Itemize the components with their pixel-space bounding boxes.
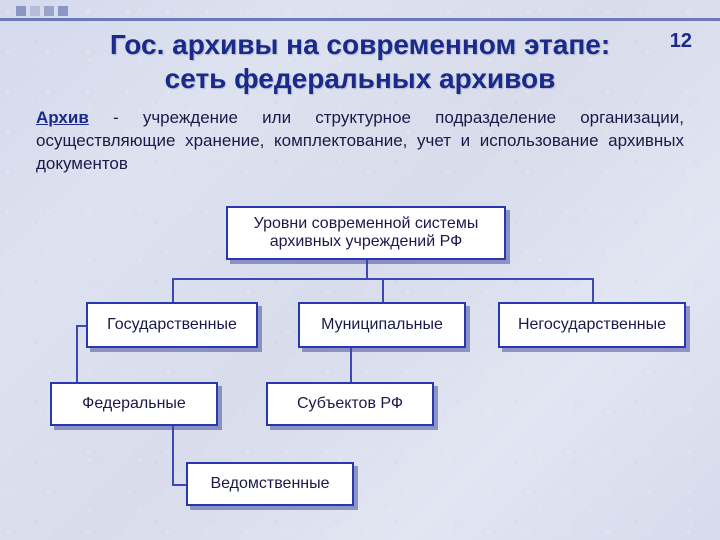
title-line-1: Гос. архивы на современном этапе: — [110, 29, 610, 60]
chart-node-subj: Субъектов РФ — [266, 382, 434, 426]
slide-title: Гос. архивы на современном этапе: сеть ф… — [36, 28, 684, 95]
connector-line — [172, 278, 174, 302]
org-chart: Уровни современной системы архивных учре… — [36, 206, 696, 516]
page-number: 12 — [670, 30, 692, 53]
definition-term: Архив — [36, 108, 89, 127]
connector-line — [172, 426, 174, 484]
chart-node-muni: Муниципальные — [298, 302, 466, 348]
connector-line — [366, 260, 368, 278]
chart-node-ved: Ведомственные — [186, 462, 354, 506]
chart-node-fed: Федеральные — [50, 382, 218, 426]
definition-text: - учреждение или структурное подразделен… — [36, 108, 684, 173]
connector-line — [382, 278, 384, 302]
connector-line — [172, 484, 186, 486]
title-line-2: сеть федеральных архивов — [165, 63, 556, 94]
definition-paragraph: Архив - учреждение или структурное подра… — [36, 107, 684, 176]
chart-node-gov: Государственные — [86, 302, 258, 348]
connector-line — [350, 348, 352, 382]
slide-content: 12 Гос. архивы на современном этапе: сет… — [0, 0, 720, 540]
chart-node-root: Уровни современной системы архивных учре… — [226, 206, 506, 260]
connector-line — [592, 278, 594, 302]
chart-node-nongov: Негосударственные — [498, 302, 686, 348]
